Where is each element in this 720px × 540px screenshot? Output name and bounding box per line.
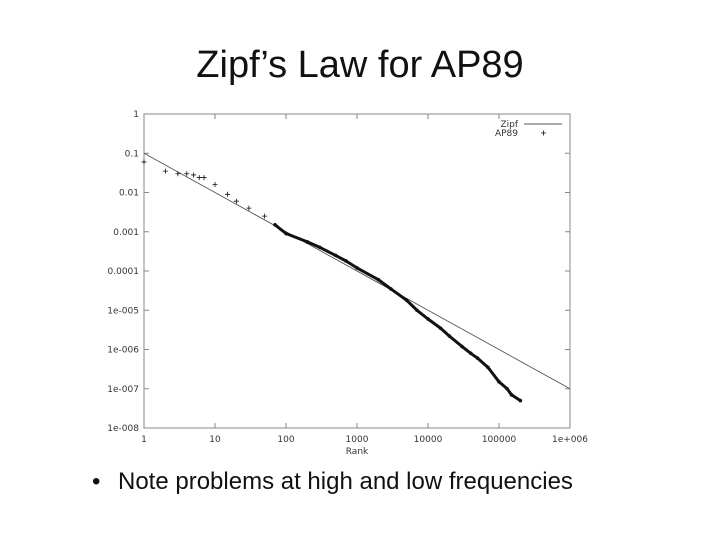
legend-label: AP89 (495, 129, 518, 139)
ap89-point (191, 172, 197, 178)
bullet-note: • Note problems at high and low frequenci… (92, 468, 573, 496)
y-tick-label: 0.001 (113, 228, 139, 238)
x-tick-label: 10 (209, 435, 221, 445)
ap89-point (212, 181, 218, 187)
ap89-point (233, 198, 239, 204)
ap89-point (262, 213, 268, 219)
y-tick-label: 1e-006 (107, 346, 139, 356)
y-tick-label: 1e-008 (107, 424, 139, 434)
x-tick-label: 10000 (414, 435, 443, 445)
x-tick-label: 1000 (346, 435, 369, 445)
ap89-dense-band (273, 223, 522, 403)
bullet-icon: • (92, 468, 101, 495)
ap89-point (175, 171, 181, 177)
x-tick-label: 1e+006 (552, 435, 588, 445)
legend-swatch-point (541, 130, 546, 136)
y-tick-label: 1 (133, 110, 139, 120)
y-tick-label: 1e-005 (107, 306, 139, 316)
ap89-point (141, 159, 147, 165)
ap89-point (184, 171, 190, 177)
ap89-point (196, 175, 202, 181)
x-axis-ticks: 1 10 100 1000 10000 100000 1e+006 (141, 114, 588, 445)
bullet-text: Note problems at high and low frequencie… (118, 468, 573, 495)
series-layer (141, 152, 571, 403)
x-tick-label: 1 (141, 435, 147, 445)
slide-title: Zipf’s Law for AP89 (196, 44, 524, 86)
y-axis-ticks: 1 0.1 0.01 0.001 0.0001 1e-005 1e-006 1e-007 1e-… (107, 110, 570, 434)
legend-label: Zipf (500, 120, 518, 130)
ap89-point (201, 175, 207, 181)
y-tick-label: 0.01 (119, 189, 139, 199)
x-tick-label: 100 (277, 435, 294, 445)
x-tick-label: 100000 (482, 435, 517, 445)
ap89-point (225, 191, 231, 197)
ap89-point (162, 168, 168, 174)
y-tick-label: 0.0001 (108, 267, 140, 277)
x-axis-label: Rank (346, 447, 369, 457)
zipf-line (143, 152, 571, 390)
ap89-point (246, 205, 252, 211)
y-tick-label: 1e-007 (107, 385, 139, 395)
y-tick-label: 0.1 (125, 149, 139, 159)
